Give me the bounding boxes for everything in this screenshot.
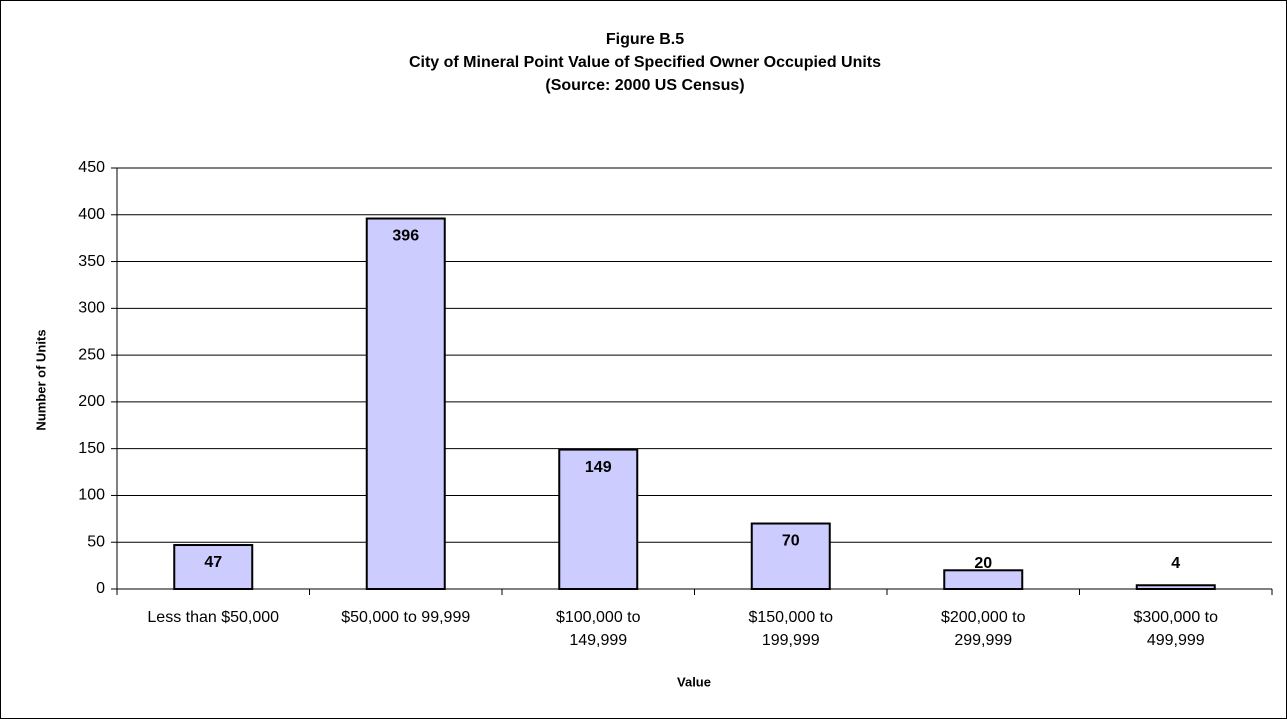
data-label: 396: [392, 228, 419, 245]
x-tick-label: $150,000 to: [748, 609, 833, 626]
y-tick-label: 450: [78, 159, 105, 176]
y-tick-label: 250: [78, 346, 105, 363]
y-tick-label: 400: [78, 206, 105, 223]
x-axis-label: Value: [677, 674, 711, 689]
data-label: 149: [585, 459, 612, 476]
data-label: 70: [782, 533, 800, 550]
x-tick-label: $300,000 to: [1133, 609, 1218, 626]
x-tick-label: 199,999: [762, 632, 820, 649]
bar: [943, 569, 1024, 590]
y-tick-label: 200: [78, 393, 105, 410]
x-tick-label: 149,999: [569, 632, 627, 649]
x-tick-label: $200,000 to: [941, 609, 1026, 626]
x-tick-label: 499,999: [1147, 632, 1205, 649]
bar: [1135, 584, 1216, 590]
chart-title: (Source: 2000 US Census): [545, 77, 744, 94]
x-tick-label: $100,000 to: [556, 609, 641, 626]
chart-title: Figure B.5: [606, 31, 684, 48]
y-tick-label: 0: [96, 580, 105, 597]
y-tick-label: 50: [87, 533, 105, 550]
chart-title: City of Mineral Point Value of Specified…: [409, 54, 881, 71]
data-label: 47: [204, 554, 222, 571]
y-tick-label: 350: [78, 253, 105, 270]
x-tick-label: $50,000 to 99,999: [341, 609, 470, 626]
y-tick-label: 100: [78, 487, 105, 504]
x-tick-label: 299,999: [954, 632, 1012, 649]
x-tick-label: Less than $50,000: [147, 609, 279, 626]
y-tick-label: 150: [78, 440, 105, 457]
y-axis-label: Number of Units: [33, 329, 48, 430]
y-tick-label: 300: [78, 300, 105, 317]
data-label: 4: [1171, 555, 1180, 572]
data-label: 20: [974, 555, 992, 572]
bar: [365, 217, 446, 591]
